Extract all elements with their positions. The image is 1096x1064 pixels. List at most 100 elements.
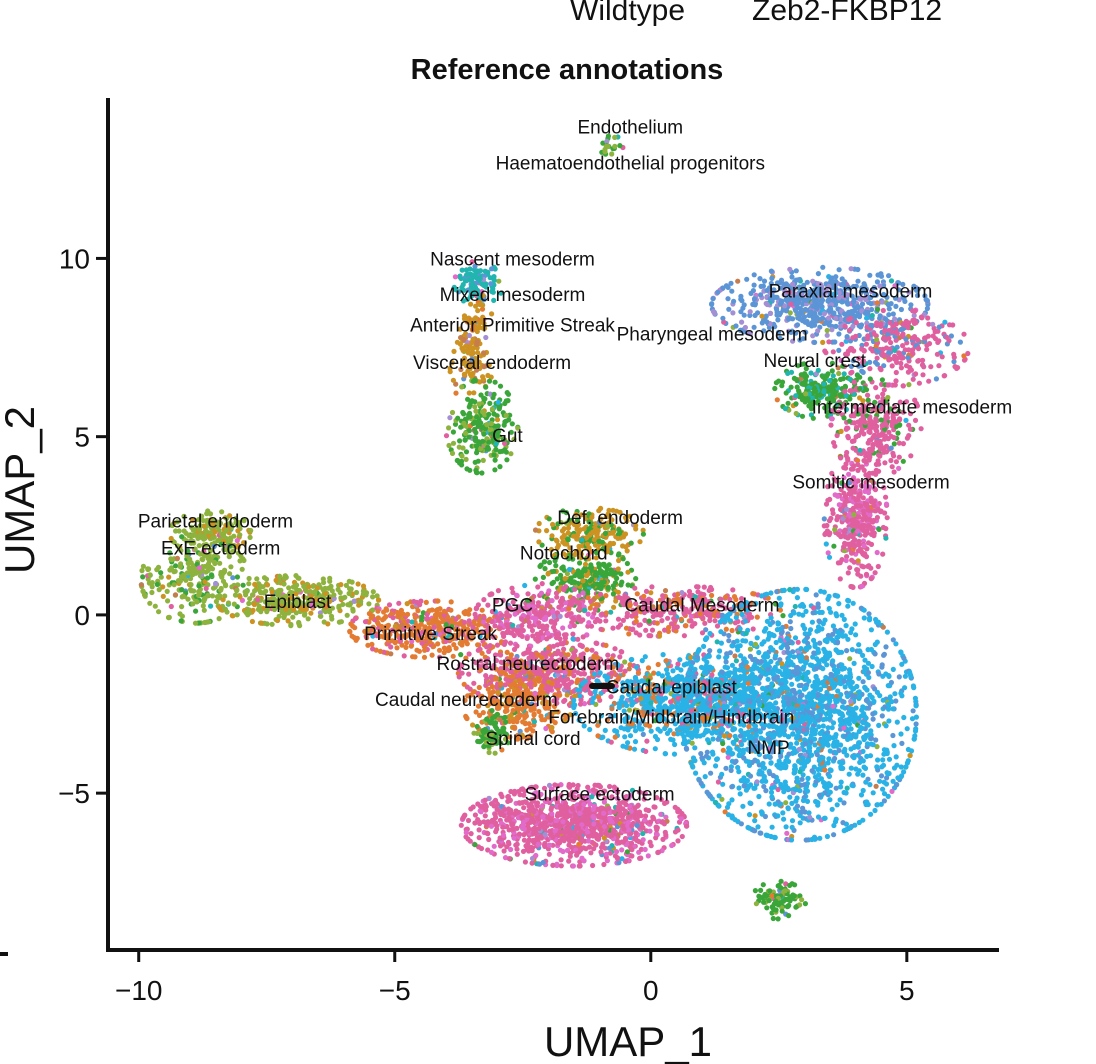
point-paraxial-mesoderm bbox=[786, 316, 792, 322]
point-exe-ectoderm bbox=[140, 574, 146, 580]
point-rostral-neurectoderm bbox=[501, 641, 507, 648]
point-somitic-mesoderm bbox=[857, 447, 863, 453]
point-somitic-mesoderm bbox=[825, 497, 831, 503]
point-paraxial-mesoderm bbox=[725, 296, 731, 302]
point-epiblast bbox=[255, 606, 262, 613]
point-gut bbox=[467, 410, 473, 416]
point-epiblast bbox=[290, 614, 296, 620]
point-pharyngeal-mesoderm bbox=[932, 336, 939, 342]
point-paraxial-mesoderm bbox=[767, 310, 774, 316]
point-pharyngeal-mesoderm bbox=[892, 356, 898, 362]
point-mixed-mesoderm bbox=[476, 324, 483, 331]
point-gut bbox=[452, 421, 459, 427]
point-def-endoderm bbox=[544, 528, 550, 534]
point-visceral-endoderm bbox=[466, 390, 472, 396]
point-intermediate-mesoderm bbox=[831, 440, 837, 446]
point-paraxial-mesoderm bbox=[796, 311, 802, 317]
point-endothelium bbox=[602, 149, 608, 155]
point-rostral-neurectoderm bbox=[603, 642, 609, 649]
point-pharyngeal-mesoderm bbox=[903, 363, 910, 369]
point-pharyngeal-mesoderm bbox=[910, 376, 916, 382]
point-somitic-mesoderm bbox=[843, 452, 849, 459]
point-notochord bbox=[633, 576, 639, 582]
point-somitic-mesoderm bbox=[844, 506, 850, 512]
point-pharyngeal-mesoderm bbox=[951, 351, 957, 357]
point-gut bbox=[449, 409, 456, 416]
point-exe-ectoderm bbox=[164, 588, 170, 595]
point-notochord bbox=[572, 579, 578, 585]
point-pharyngeal-mesoderm bbox=[886, 357, 892, 363]
point-def-endoderm bbox=[615, 535, 621, 542]
point-exe-ectoderm bbox=[166, 615, 172, 621]
point-rostral-neurectoderm bbox=[577, 642, 583, 648]
point-epiblast bbox=[376, 597, 382, 603]
point-pgc bbox=[556, 604, 562, 610]
point-intermediate-mesoderm bbox=[867, 376, 873, 382]
point-caudal-mesoderm bbox=[683, 623, 689, 629]
point-notochord bbox=[545, 571, 551, 577]
point-gut bbox=[502, 440, 508, 446]
point-somitic-mesoderm bbox=[835, 493, 841, 499]
point-somitic-mesoderm bbox=[825, 550, 831, 556]
point-caudal-mesoderm bbox=[780, 613, 786, 619]
point-epiblast bbox=[229, 613, 235, 619]
point-paraxial-mesoderm bbox=[863, 310, 869, 316]
point-neural-crest bbox=[812, 385, 818, 391]
point-paraxial-mesoderm bbox=[855, 303, 861, 309]
point-caudal-mesoderm bbox=[649, 627, 656, 633]
point-pharyngeal-mesoderm bbox=[919, 315, 925, 321]
point-gut bbox=[459, 462, 465, 468]
point-visceral-endoderm bbox=[450, 377, 456, 383]
point-pharyngeal-mesoderm bbox=[867, 366, 873, 372]
point-def-endoderm bbox=[576, 529, 582, 535]
point-exe-ectoderm bbox=[234, 574, 240, 580]
point-epiblast bbox=[301, 612, 308, 618]
point-paraxial-mesoderm bbox=[833, 274, 839, 280]
point-paraxial-mesoderm bbox=[775, 317, 781, 323]
point-nascent-mesoderm bbox=[477, 275, 483, 281]
point-neural-crest bbox=[779, 379, 786, 385]
scatter-points bbox=[138, 133, 971, 922]
point-visceral-endoderm bbox=[477, 379, 483, 385]
point-somitic-mesoderm bbox=[851, 463, 857, 469]
point-pharyngeal-mesoderm bbox=[903, 336, 909, 342]
point-exe-ectoderm bbox=[196, 583, 202, 589]
point-gut bbox=[443, 433, 450, 439]
point-exe-ectoderm bbox=[168, 603, 174, 610]
point-primitive-streak bbox=[441, 608, 447, 614]
point-pgc bbox=[586, 620, 592, 626]
point-paraxial-mesoderm bbox=[738, 293, 744, 299]
point-somitic-mesoderm bbox=[823, 541, 829, 547]
point-pharyngeal-mesoderm bbox=[928, 364, 934, 370]
point-intermediate-mesoderm bbox=[891, 441, 897, 447]
point-neural-crest bbox=[854, 372, 861, 378]
point-pharyngeal-mesoderm bbox=[846, 316, 852, 322]
point-gut bbox=[472, 399, 478, 405]
point-somitic-mesoderm bbox=[845, 570, 851, 576]
point-intermediate-mesoderm bbox=[889, 423, 895, 429]
point-pharyngeal-mesoderm bbox=[889, 363, 895, 369]
point-somitic-mesoderm bbox=[853, 497, 859, 503]
point-exe-ectoderm bbox=[146, 580, 152, 586]
point-pharyngeal-mesoderm bbox=[853, 320, 859, 326]
point-visceral-endoderm bbox=[462, 372, 468, 378]
point-paraxial-mesoderm bbox=[744, 276, 750, 282]
point-nascent-mesoderm bbox=[469, 289, 475, 295]
point-gut bbox=[447, 415, 453, 421]
point-notochord bbox=[611, 604, 617, 610]
point-pgc bbox=[473, 615, 479, 621]
point-pharyngeal-mesoderm bbox=[877, 365, 883, 371]
point-epiblast bbox=[301, 583, 307, 590]
point-paraxial-mesoderm bbox=[858, 324, 864, 330]
point-caudal-mesoderm bbox=[692, 621, 698, 627]
point-gut bbox=[487, 391, 493, 397]
point-primitive-streak bbox=[405, 611, 411, 618]
point-primitive-streak bbox=[377, 648, 383, 655]
point-pharyngeal-mesoderm bbox=[934, 351, 941, 357]
point-exe-ectoderm bbox=[181, 574, 187, 580]
point-notochord bbox=[594, 581, 600, 587]
point-nascent-mesoderm bbox=[479, 289, 485, 295]
point-visceral-endoderm bbox=[467, 366, 473, 372]
point-primitive-streak bbox=[404, 601, 410, 607]
point-caudal-mesoderm bbox=[592, 606, 598, 613]
